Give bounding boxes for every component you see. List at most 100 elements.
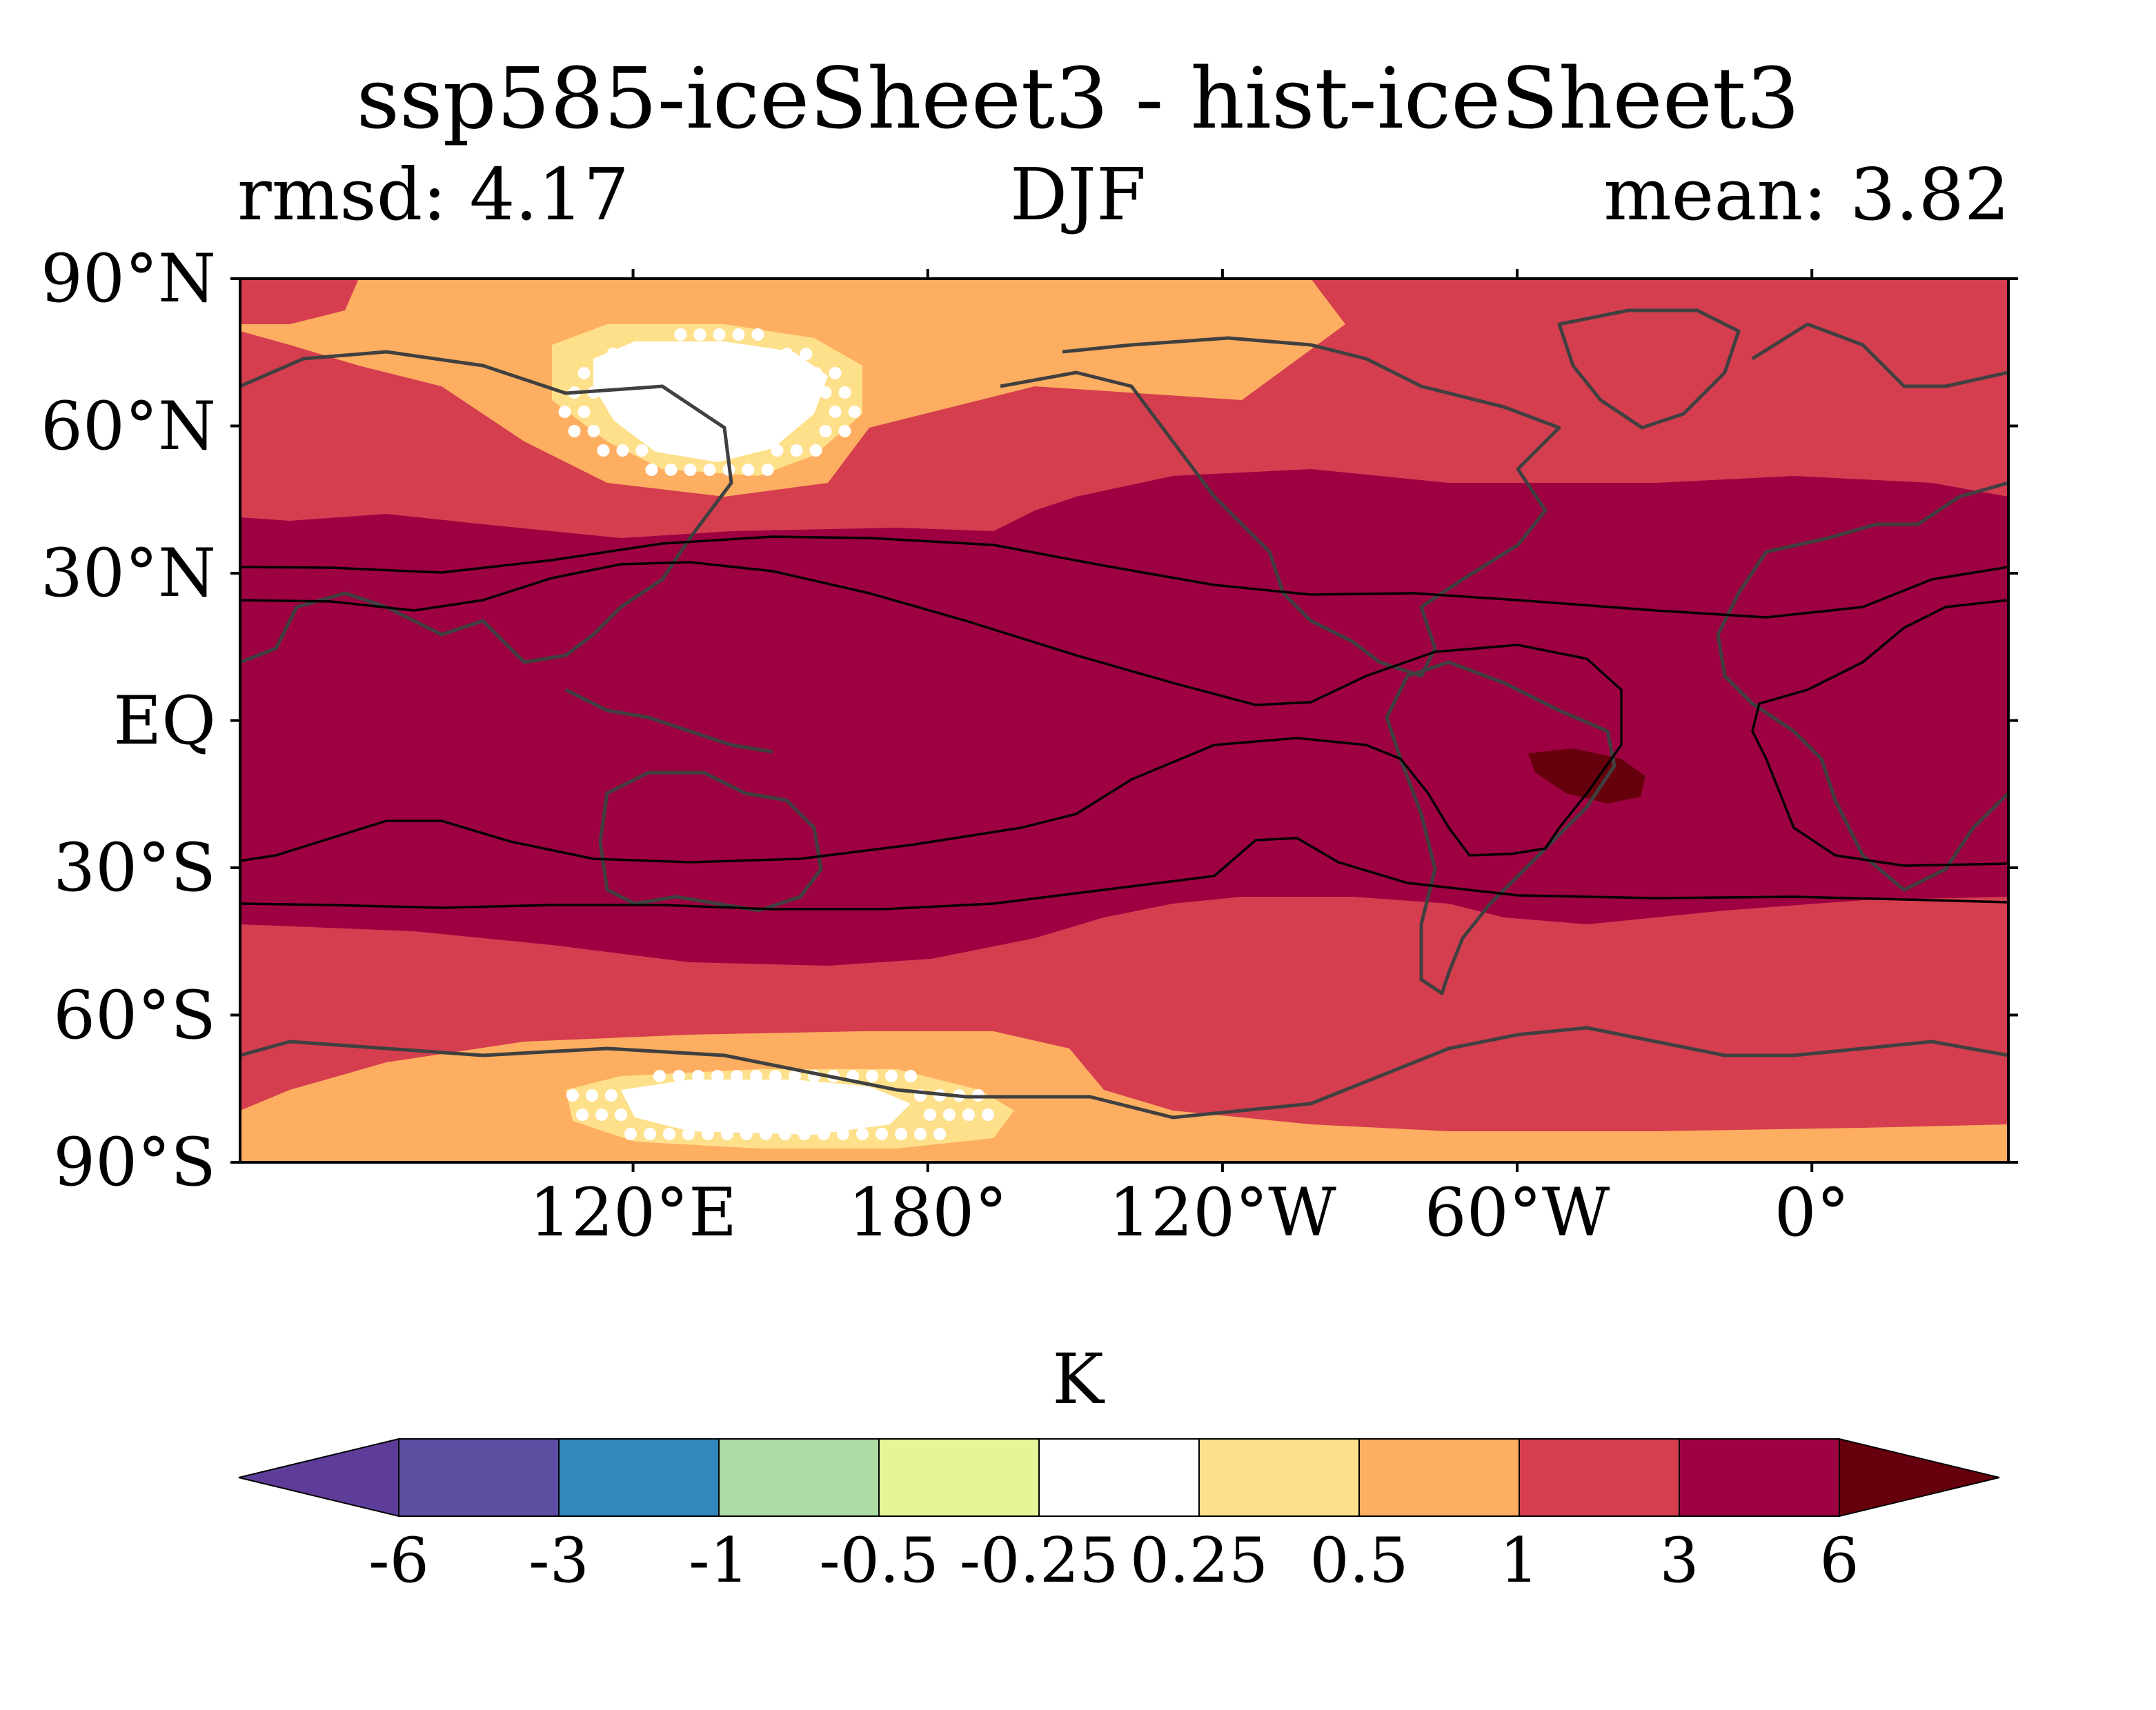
coastlines xyxy=(240,308,2008,1120)
coast-greenland xyxy=(1557,308,1741,430)
colorbar-tick-label: -1 xyxy=(689,1524,749,1597)
colorbar-segment xyxy=(1198,1438,1360,1517)
colorbar-segment xyxy=(558,1438,720,1517)
stippling-south xyxy=(566,1070,994,1140)
stipple-dot xyxy=(673,1070,685,1082)
stipple-dot xyxy=(732,328,745,341)
colorbar-segment xyxy=(718,1438,880,1517)
stipple-dot xyxy=(819,386,832,399)
stipple-dot xyxy=(558,406,571,418)
stipple-dot xyxy=(771,444,784,457)
colorbar-segment xyxy=(878,1438,1040,1517)
stipple-dot xyxy=(829,406,842,418)
coast-europe-africa xyxy=(1716,322,2008,892)
colorbar-tick-label: 6 xyxy=(1819,1524,1859,1597)
stipple-dot xyxy=(577,367,591,379)
stipple-dot xyxy=(624,1128,637,1140)
stipple-dot xyxy=(615,1108,627,1121)
map-title: ssp585-iceSheet3 - hist-iceSheet3 xyxy=(356,50,1800,148)
colorbar-segment xyxy=(398,1438,560,1517)
field-above-6-patch xyxy=(1528,748,1645,804)
stipple-dot xyxy=(587,425,600,437)
lon-tick-label: 120°E xyxy=(528,1174,738,1251)
colorbar-segment xyxy=(1519,1438,1680,1517)
stipple-dot xyxy=(943,1108,956,1121)
stipple-dot xyxy=(866,1070,878,1082)
colorbar-unit-label: K xyxy=(1052,1339,1104,1420)
stipple-dot xyxy=(895,1128,907,1140)
lon-tick-label: 0° xyxy=(1774,1174,1850,1251)
stipple-dot xyxy=(616,444,629,457)
stipple-dot xyxy=(721,1128,733,1140)
contour-north-inner xyxy=(240,561,1623,864)
stipple-dot xyxy=(576,1108,589,1121)
stipple-dot xyxy=(809,367,822,379)
stipple-dot xyxy=(779,1128,791,1140)
lat-tick-label: EQ xyxy=(113,682,216,759)
mean-label: mean: 3.82 xyxy=(1603,152,2010,237)
stipple-dot xyxy=(684,464,697,476)
stipple-dot xyxy=(933,1128,946,1140)
stipple-dot xyxy=(838,386,851,399)
stipple-dot xyxy=(924,1108,936,1121)
field-white-south xyxy=(621,1080,911,1135)
colorbar-tick-label: -0.5 xyxy=(819,1524,939,1597)
colorbar-tick-label: 0.5 xyxy=(1309,1524,1409,1597)
map-field xyxy=(240,279,2008,1162)
contour-east-atlantic xyxy=(1751,599,2008,867)
stipple-dot xyxy=(798,1128,811,1140)
stipple-dot xyxy=(838,425,851,437)
season-label: DJF xyxy=(1009,152,1147,237)
stipple-dot xyxy=(761,348,774,360)
stipple-dot xyxy=(566,1089,579,1102)
coast-eurasia xyxy=(240,350,733,664)
lat-tick-label: 60°N xyxy=(40,387,216,465)
field-0.5-to-1-north-gap xyxy=(240,279,359,324)
stipple-dot xyxy=(711,1070,724,1082)
coast-indonesia xyxy=(564,688,773,754)
lon-tick-label: 60°W xyxy=(1424,1174,1610,1251)
contour-south xyxy=(240,837,2008,911)
tick-marks xyxy=(230,269,2018,1172)
colorbar-segment xyxy=(1038,1438,1200,1517)
lat-tick-label: 60°S xyxy=(53,976,216,1054)
colorbar-segment xyxy=(1679,1438,1840,1517)
stipple-dot xyxy=(597,367,610,379)
stipple-dot xyxy=(663,1128,675,1140)
colorbar-extend-high xyxy=(1839,1438,2000,1518)
stippling-north xyxy=(558,328,861,476)
contour-north-outer xyxy=(240,535,2008,619)
colorbar-tick-label: 3 xyxy=(1659,1524,1699,1597)
stipple-dot xyxy=(760,1128,772,1140)
stipple-dot xyxy=(597,444,610,457)
contour-lines xyxy=(240,535,2008,911)
stipple-dot xyxy=(635,444,649,457)
coast-antarctica xyxy=(240,1026,2008,1120)
colorbar xyxy=(238,1438,2000,1518)
stipple-dot xyxy=(789,1070,801,1082)
coast-australia xyxy=(598,771,823,913)
colorbar-tick-label: 0.25 xyxy=(1129,1524,1269,1597)
colorbar-segment xyxy=(1358,1438,1520,1517)
colorbar-tick-label: 1 xyxy=(1499,1524,1539,1597)
stipple-dot xyxy=(731,1070,743,1082)
colorbar-tick-label: -3 xyxy=(528,1524,589,1597)
stipple-dot xyxy=(692,1070,704,1082)
stipple-dot xyxy=(819,425,832,437)
stipple-dot xyxy=(751,328,764,341)
stipple-dot xyxy=(713,328,726,341)
lat-tick-label: 90°N xyxy=(40,240,216,317)
stipple-dot xyxy=(856,1128,869,1140)
field-3-to-6-tropics xyxy=(240,469,2008,966)
colorbar-extend-low xyxy=(238,1438,399,1518)
colorbar-tick-label: -6 xyxy=(368,1524,429,1597)
colorbar-tick-label: -0.25 xyxy=(959,1524,1119,1597)
lon-tick-label: 180° xyxy=(848,1174,1008,1251)
stipple-dot xyxy=(750,1070,762,1082)
stipple-dot xyxy=(595,1108,608,1121)
stipple-dot xyxy=(606,348,620,360)
stipple-dot xyxy=(568,425,581,437)
stipple-dot xyxy=(809,444,822,457)
stipple-dot xyxy=(904,1070,917,1082)
